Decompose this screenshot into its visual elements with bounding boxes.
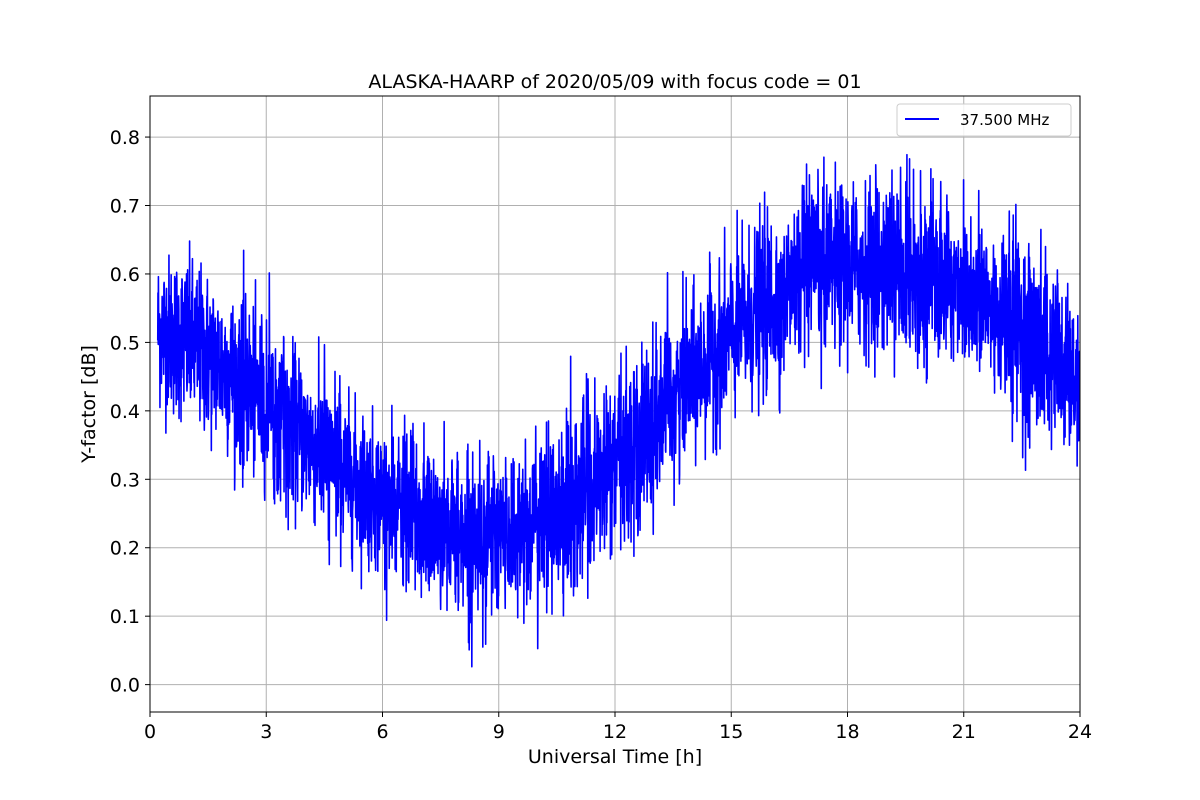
y-axis: 0.0 0.1 0.2 0.3 0.4 0.5 0.6 0.7 0.8: [110, 127, 150, 697]
y-tick-label: 0.3: [110, 469, 140, 491]
y-tick-label: 0.2: [110, 538, 140, 560]
x-tick-label: 0: [144, 721, 156, 743]
x-tick-label: 6: [376, 721, 388, 743]
x-axis: 0 3 6 9 12 15 18 21 24: [144, 712, 1092, 743]
y-tick-label: 0.7: [110, 196, 140, 218]
y-axis-label: Y-factor [dB]: [78, 345, 100, 464]
y-tick-label: 0.8: [110, 127, 140, 149]
chart-title: ALASKA-HAARP of 2020/05/09 with focus co…: [368, 71, 861, 93]
legend-entry-label: 37.500 MHz: [960, 111, 1049, 129]
y-tick-label: 0.0: [110, 675, 140, 697]
legend: 37.500 MHz: [896, 103, 1072, 137]
x-tick-label: 24: [1068, 721, 1092, 743]
x-tick-label: 18: [835, 721, 859, 743]
y-tick-label: 0.4: [110, 401, 140, 423]
x-tick-label: 21: [952, 721, 976, 743]
plot-area: [156, 153, 1080, 668]
y-tick-label: 0.1: [110, 606, 140, 628]
series-line-37-500-mhz: [156, 153, 1080, 668]
x-tick-label: 12: [603, 721, 627, 743]
x-tick-label: 3: [260, 721, 272, 743]
y-tick-label: 0.6: [110, 264, 140, 286]
legend-box: [896, 103, 1072, 137]
x-axis-label: Universal Time [h]: [528, 746, 702, 768]
x-tick-label: 9: [493, 721, 505, 743]
x-tick-label: 15: [719, 721, 743, 743]
y-tick-label: 0.5: [110, 332, 140, 354]
